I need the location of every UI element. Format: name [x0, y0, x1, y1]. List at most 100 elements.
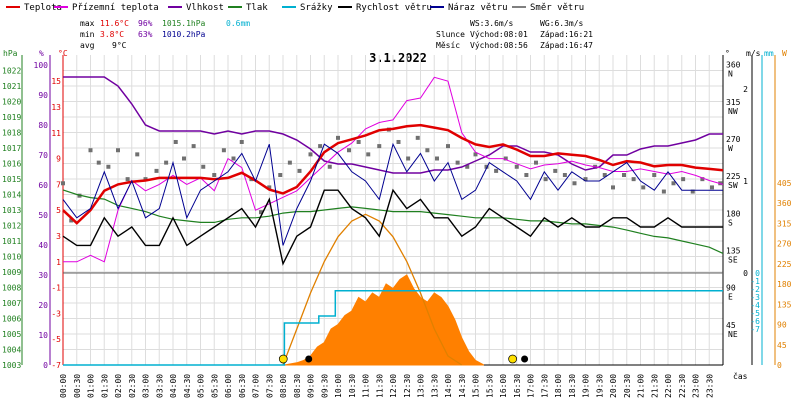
- axes: 00:00 00:30 01:00 01:30 02:00 02:30 03:00 03:30…: [2, 55, 792, 398]
- pct-tick-label: 0: [43, 361, 48, 370]
- hpa-tick-label: 1011: [2, 237, 21, 246]
- x-tick-label: 23:30: [705, 374, 714, 398]
- x-tick-label: 18:30: [568, 374, 577, 398]
- svg-text:m/s: m/s: [746, 49, 761, 58]
- temp-tick-label: 1: [56, 258, 61, 267]
- x-tick-label: 15:00: [472, 374, 481, 398]
- mm-tick-label: -2: [750, 285, 760, 294]
- svg-text:°C: °C: [58, 49, 68, 58]
- svg-text:1015.1hPa: 1015.1hPa: [162, 19, 206, 28]
- solar-radiation-area: [284, 274, 485, 366]
- wind-direction-point: [135, 152, 140, 157]
- svg-text:min: min: [80, 30, 95, 39]
- temp-tick-label: 3: [56, 232, 61, 241]
- temp-tick-label: 11: [51, 129, 61, 138]
- wind-direction-point: [106, 164, 111, 169]
- temp-tick-label: 5: [56, 206, 61, 215]
- svg-text:0.6mm: 0.6mm: [226, 19, 250, 28]
- direction-tick-label: 315: [726, 98, 741, 107]
- pct-tick-label: 70: [38, 151, 48, 160]
- svg-text:čas: čas: [733, 371, 748, 381]
- w-tick-label: 315: [777, 219, 792, 228]
- pct-tick-label: 80: [38, 121, 48, 130]
- svg-text:Srážky: Srážky: [300, 3, 333, 13]
- mm-tick-label: -7: [750, 325, 760, 334]
- hpa-tick-label: 1012: [2, 222, 21, 231]
- wind-direction-point: [572, 181, 577, 186]
- unit-headers: hPa % °C ° m/s mm W čas: [3, 49, 787, 381]
- pct-tick-label: 40: [38, 241, 48, 250]
- moonset-marker: [521, 355, 529, 363]
- x-tick-label: 14:30: [458, 374, 467, 398]
- wind-direction-point: [465, 164, 470, 169]
- ms-tick-label: 1: [743, 177, 748, 186]
- hpa-tick-label: 1017: [2, 144, 21, 153]
- hpa-tick-label: 1014: [2, 191, 21, 200]
- wind-gust-line: [62, 142, 723, 246]
- direction-name-label: SW: [728, 181, 738, 190]
- wind-direction-point: [116, 148, 120, 153]
- series: [61, 76, 724, 366]
- wind-direction-point: [553, 168, 558, 173]
- wind-direction-point: [690, 189, 695, 194]
- svg-text:Teplota: Teplota: [24, 3, 62, 13]
- w-tick-label: 90: [777, 321, 787, 330]
- hpa-tick-label: 1007: [2, 299, 21, 308]
- hpa-tick-label: 1019: [2, 113, 21, 122]
- wind-direction-point: [231, 156, 236, 161]
- direction-name-label: SE: [728, 255, 738, 264]
- svg-text:max: max: [80, 19, 95, 28]
- solar-theoretical-line: [282, 213, 463, 366]
- wind-direction-point: [700, 177, 705, 182]
- x-tick-label: 13:00: [417, 374, 426, 398]
- pct-tick-label: 30: [38, 271, 48, 280]
- x-tick-label: 07:00: [252, 374, 261, 398]
- svg-text:mm: mm: [764, 49, 774, 58]
- x-tick-label: 01:30: [100, 374, 109, 398]
- x-tick-label: 11:30: [375, 374, 384, 398]
- temp-tick-label: -3: [51, 309, 61, 318]
- hpa-tick-label: 1022: [2, 67, 21, 76]
- x-tick-label: 12:30: [403, 374, 412, 398]
- hpa-tick-label: 1016: [2, 160, 21, 169]
- stats-block: max 11.6°C 96% 1015.1hPa 0.6mm min 3.8°C…: [80, 19, 250, 50]
- svg-text:W: W: [782, 49, 787, 58]
- x-tick-label: 10:00: [334, 374, 343, 398]
- wind-direction-point: [710, 185, 714, 190]
- wind-direction-point: [425, 148, 430, 153]
- svg-text:WG:6.3m/s: WG:6.3m/s: [540, 19, 584, 28]
- svg-text:WS:3.6m/s: WS:3.6m/s: [470, 19, 514, 28]
- pct-tick-label: 10: [38, 331, 48, 340]
- x-tick-label: 14:00: [444, 374, 453, 398]
- x-tick-label: 19:30: [595, 374, 604, 398]
- hpa-tick-label: 1004: [2, 346, 21, 355]
- x-tick-label: 07:30: [265, 374, 274, 398]
- x-tick-label: 09:30: [320, 374, 329, 398]
- mm-tick-label: 0: [755, 269, 760, 278]
- wind-direction-point: [406, 156, 411, 161]
- svg-text:11.6°C: 11.6°C: [100, 19, 129, 28]
- mm-tick-label: -4: [750, 301, 760, 310]
- x-tick-label: 08:00: [279, 374, 288, 398]
- wind-direction-point: [631, 177, 636, 182]
- sunrise-marker: [278, 354, 288, 364]
- wind-direction-point: [221, 148, 226, 153]
- legend-item-rychlost-vetru: Rychlost větru: [338, 3, 432, 13]
- x-tick-label: 19:00: [582, 374, 591, 398]
- wind-direction-point: [661, 189, 666, 194]
- wind-speed-line: [62, 188, 723, 266]
- svg-text:Směr větru: Směr větru: [530, 3, 584, 13]
- ms-tick-label: 2: [743, 85, 748, 94]
- x-tick-label: 03:30: [155, 374, 164, 398]
- legend-item-teplota: Teplota: [6, 3, 62, 13]
- x-tick-label: 04:00: [169, 374, 178, 398]
- temp-tick-label: -1: [51, 284, 61, 293]
- wind-direction-point: [201, 164, 206, 169]
- sunset-marker: [508, 354, 517, 364]
- direction-tick-label: 270: [726, 135, 741, 144]
- wind-direction-point: [143, 177, 148, 182]
- w-tick-label: 45: [777, 341, 787, 350]
- wind-direction-point: [543, 177, 548, 182]
- wind-direction-point: [435, 156, 439, 161]
